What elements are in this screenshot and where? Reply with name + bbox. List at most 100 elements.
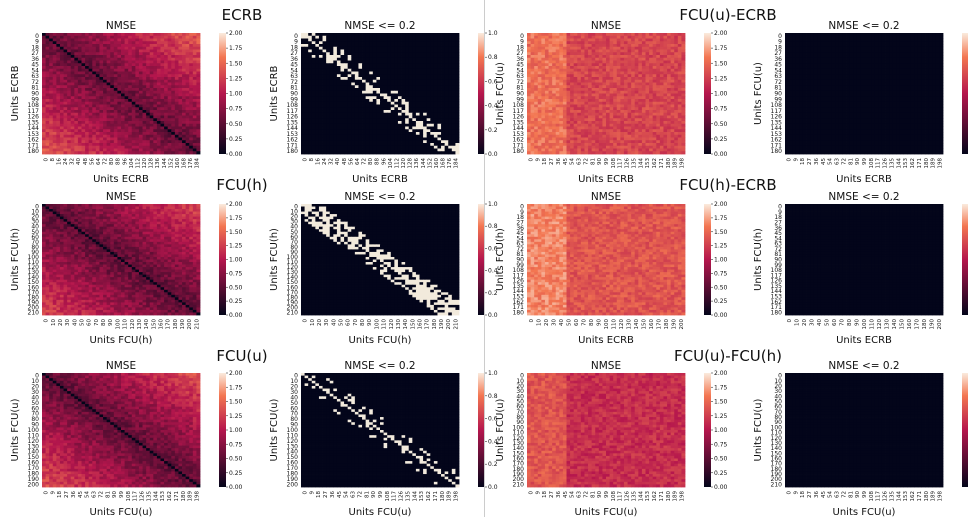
heatmap-cell <box>56 118 60 121</box>
heatmap-cell <box>56 44 60 47</box>
heatmap-cell <box>135 83 139 86</box>
heatmap-cell <box>42 72 46 75</box>
heatmap-cell <box>82 107 86 110</box>
heatmap-cell <box>164 96 168 99</box>
heatmap-cell <box>143 66 147 69</box>
heatmap-cell <box>153 52 157 55</box>
heatmap-cell <box>110 96 114 99</box>
heatmap-cell <box>56 94 60 97</box>
heatmap-cell <box>143 116 147 119</box>
heatmap-cell <box>171 77 175 80</box>
heatmap-cell <box>42 77 46 80</box>
heatmap-cell <box>74 88 78 91</box>
heatmap-cell <box>175 113 179 116</box>
heatmap-cell <box>186 105 190 108</box>
heatmap-cell <box>196 74 200 77</box>
heatmap-cell <box>60 96 64 99</box>
heatmap-cell <box>74 58 78 61</box>
heatmap-cell <box>78 61 82 64</box>
heatmap-cell <box>186 58 190 61</box>
heatmap-cell <box>139 124 143 127</box>
heatmap-cell <box>89 129 93 132</box>
heatmap-cell <box>60 85 64 88</box>
heatmap-cell <box>186 66 190 69</box>
heatmap-cell <box>182 110 186 113</box>
heatmap-cell <box>125 110 129 113</box>
heatmap-cell <box>139 88 143 91</box>
heatmap-cell <box>132 58 136 61</box>
heatmap-cell <box>71 36 75 39</box>
heatmap-cell <box>60 55 64 58</box>
heatmap-cell <box>67 72 71 75</box>
heatmap-cell <box>143 36 147 39</box>
heatmap-cell <box>46 121 50 124</box>
heatmap-cell <box>171 39 175 42</box>
heatmap-cell <box>67 39 71 42</box>
heatmap-cell <box>82 116 86 119</box>
heatmap-cell <box>110 99 114 102</box>
heatmap-cell <box>99 61 103 64</box>
heatmap-cell <box>125 83 129 86</box>
heatmap-cell <box>103 99 107 102</box>
heatmap-cell <box>132 39 136 42</box>
heatmap-cell <box>150 88 154 91</box>
heatmap-cell <box>153 88 157 91</box>
heatmap-cell <box>89 61 93 64</box>
heatmap-cell <box>67 47 71 50</box>
heatmap-cell <box>74 94 78 97</box>
heatmap-cell <box>161 127 165 130</box>
heatmap-cell <box>186 94 190 97</box>
heatmap-cell <box>64 69 68 72</box>
heatmap-cell <box>85 118 89 121</box>
heatmap-cell <box>42 47 46 50</box>
heatmap-cell <box>135 118 139 121</box>
heatmap-cell <box>161 113 165 116</box>
heatmap-cell <box>114 113 118 116</box>
heatmap-cell <box>78 36 82 39</box>
heatmap-cell <box>74 113 78 116</box>
heatmap-cell <box>67 91 71 94</box>
heatmap-cell <box>46 96 50 99</box>
heatmap-cell <box>175 110 179 113</box>
heatmap-cell <box>168 77 172 80</box>
heatmap-cell <box>164 113 168 116</box>
heatmap-cell <box>107 102 111 105</box>
heatmap-cell <box>82 96 86 99</box>
heatmap-cell <box>168 127 172 130</box>
heatmap-cell <box>99 118 103 121</box>
heatmap-cell <box>53 80 57 83</box>
heatmap-cell <box>139 107 143 110</box>
heatmap-cell <box>110 124 114 127</box>
heatmap-cell <box>182 116 186 119</box>
heatmap-cell <box>189 99 193 102</box>
heatmap-cell <box>196 91 200 94</box>
heatmap-cell <box>150 39 154 42</box>
heatmap-cell <box>74 83 78 86</box>
heatmap-cell <box>128 88 132 91</box>
heatmap-cell <box>64 80 68 83</box>
heatmap-cell <box>143 88 147 91</box>
heatmap-cell <box>92 66 96 69</box>
heatmap-cell <box>78 50 82 53</box>
heatmap-cell <box>189 121 193 124</box>
heatmap-cell <box>171 105 175 108</box>
heatmap-cell <box>146 36 150 39</box>
heatmap-cell <box>82 72 86 75</box>
heatmap-cell <box>56 33 60 36</box>
heatmap-cell <box>189 52 193 55</box>
heatmap-cell <box>46 102 50 105</box>
heatmap-cell <box>171 99 175 102</box>
heatmap-cell <box>114 99 118 102</box>
heatmap-cell <box>175 36 179 39</box>
heatmap-cell <box>53 85 57 88</box>
heatmap-cell <box>89 127 93 130</box>
heatmap-cell <box>64 50 68 53</box>
heatmap-cell <box>74 116 78 119</box>
heatmap-cell <box>49 44 53 47</box>
heatmap-cell <box>71 66 75 69</box>
heatmap-cell <box>110 94 114 97</box>
heatmap-cell <box>193 44 197 47</box>
heatmap-cell <box>150 33 154 36</box>
heatmap-cell <box>74 33 78 36</box>
heatmap-cell <box>139 80 143 83</box>
